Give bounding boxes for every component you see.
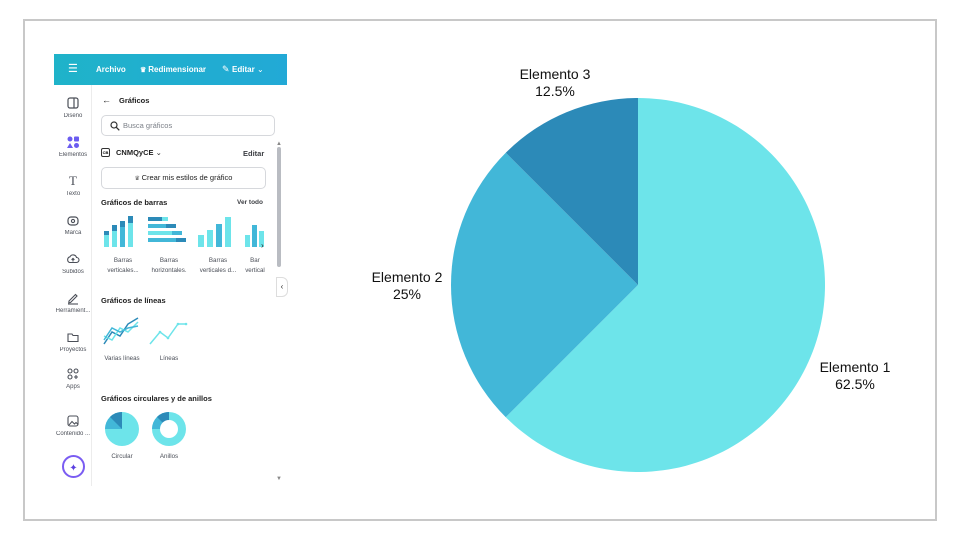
pie-item-label: Anillos [159,453,179,460]
top-toolbar: ☰ Archivo ♛ Redimensionar ✎ Editar ⌄ [54,54,287,85]
line-item-label: Líneas [159,355,179,362]
create-button-label: Crear mis estilos de gráfico [141,173,233,182]
bar-item-label: Barras verticales... [100,256,146,276]
magic-button[interactable]: ✦ [62,455,85,478]
apps-icon [67,368,79,380]
bar-item-line1: Barras [159,257,179,264]
folder-icon [67,333,79,343]
bars-section-title: Gráficos de barras [101,198,168,207]
text-icon: T [69,173,77,188]
lines-section-title: Gráficos de líneas [101,296,166,305]
create-chart-style-button[interactable]: ♛ Crear mis estilos de gráfico [101,167,266,189]
edit-label: Editar [232,65,255,74]
pie-thumb[interactable] [104,411,140,447]
pie-item-label: Circular [111,453,133,460]
chevron-right-icon[interactable]: › [261,241,264,250]
crown-icon: ♛ [140,67,149,74]
rail-item-apps[interactable]: Apps [54,367,92,390]
panel-title: Gráficos [119,96,150,105]
rail-label: Elementos [58,152,88,158]
rail-label: Proyectos [59,347,87,353]
bar-item-line1: Barras [208,257,228,264]
brand-kit-icon: CB [101,148,110,157]
rail-label: Apps [66,384,80,390]
rail-item-content[interactable]: Contenido ... [54,414,92,437]
slice-label-name: Elemento 2 [371,269,443,285]
bar-item-line2: verticales d... [199,267,237,274]
chevron-down-icon: ⌄ [254,65,264,74]
layout-icon [67,97,79,109]
rail-item-brand[interactable]: Marca [54,213,92,236]
slice-label-value: 25% [392,286,422,302]
crown-icon: ♛ [134,176,142,182]
sparkle-icon: ✦ [69,463,78,474]
line-item-label: Varias líneas [104,355,140,362]
editor-panel: ☰ Archivo ♛ Redimensionar ✎ Editar ⌄ Dis… [54,54,287,486]
rail-item-design[interactable]: Diseño [54,96,92,119]
charts-panel: ← Gráficos Busca gráficos CB CNMQyCE ⌄ E… [92,85,287,486]
bar-item-line2: verticales... [107,267,139,274]
bar-thumb-horizontal[interactable] [148,213,188,247]
shapes-icon [67,136,79,148]
bar-item-label: Bar vertical [242,256,268,276]
resize-label: Redimensionar [148,65,207,74]
scroll-up-icon[interactable]: ▲ [276,141,282,147]
rail-label: Marca [64,230,82,236]
rail-label: Herramient... [55,308,91,314]
bar-item-line1: Barras [113,257,133,264]
slice-label-2: Elemento 2 25% [352,269,462,303]
image-icon [67,415,79,427]
brand-kit-select[interactable]: CNMQyCE ⌄ [116,148,162,157]
collapse-panel-button[interactable]: ‹ [276,277,288,297]
side-rail: Diseño Elementos T Texto Marca Subidos H… [54,85,92,486]
brand-edit-button[interactable]: Editar [243,149,265,158]
bar-thumb-vertical[interactable] [102,213,142,247]
brand-icon [67,216,79,226]
resize-button[interactable]: ♛ Redimensionar [140,54,206,85]
rail-item-text[interactable]: T Texto [54,173,92,198]
rail-label: Contenido ... [55,431,91,437]
rail-item-uploads[interactable]: Subidos [54,252,92,275]
pen-icon [68,293,78,305]
line-thumb-single[interactable] [148,314,188,348]
brand-name: CNMQyCE [116,148,154,157]
slice-label-name: Elemento 1 [819,359,891,375]
hamburger-icon[interactable]: ☰ [68,63,78,75]
slice-label-value: 12.5% [535,83,575,99]
rail-label: Subidos [62,269,84,275]
bar-item-line2: vertical [245,267,265,274]
rail-item-elements[interactable]: Elementos [54,135,92,158]
search-input[interactable]: Busca gráficos [101,115,275,136]
scroll-down-icon[interactable]: ▼ [276,476,282,482]
bar-thumb-vertical-3[interactable] [244,213,264,247]
edit-button[interactable]: ✎ Editar ⌄ [222,54,264,85]
bar-item-label: Barras verticales d... [194,256,242,276]
bar-item-label: Barras horizontales. [146,256,192,276]
pencil-icon: ✎ [222,64,233,74]
search-icon [110,121,120,131]
pie-section-title: Gráficos circulares y de anillos [101,394,212,403]
bar-thumb-vertical-2[interactable] [196,213,236,247]
slice-label-1: Elemento 1 62.5% [800,359,910,393]
search-placeholder: Busca gráficos [123,121,173,130]
rail-item-tools[interactable]: Herramient... [54,291,92,314]
chevron-down-icon: ⌄ [153,148,162,157]
bar-item-line2: horizontales. [151,267,187,274]
rail-item-projects[interactable]: Proyectos [54,330,92,353]
see-all-link[interactable]: Ver todo [237,199,264,206]
slice-label-name: Elemento 3 [519,66,591,82]
bar-item-line1: Bar [250,257,260,264]
donut-thumb[interactable] [151,411,187,447]
line-thumb-multi[interactable] [102,314,142,348]
cloud-upload-icon [67,254,80,264]
scrollbar-thumb[interactable] [277,147,281,267]
back-arrow-icon[interactable]: ← [102,95,111,105]
file-menu-button[interactable]: Archivo [96,65,126,74]
slice-label-value: 62.5% [835,376,875,392]
rail-label: Diseño [63,113,83,119]
slice-label-3: Elemento 3 12.5% [500,66,610,100]
chevron-left-icon: ‹ [280,282,284,291]
rail-label: Texto [65,191,81,197]
